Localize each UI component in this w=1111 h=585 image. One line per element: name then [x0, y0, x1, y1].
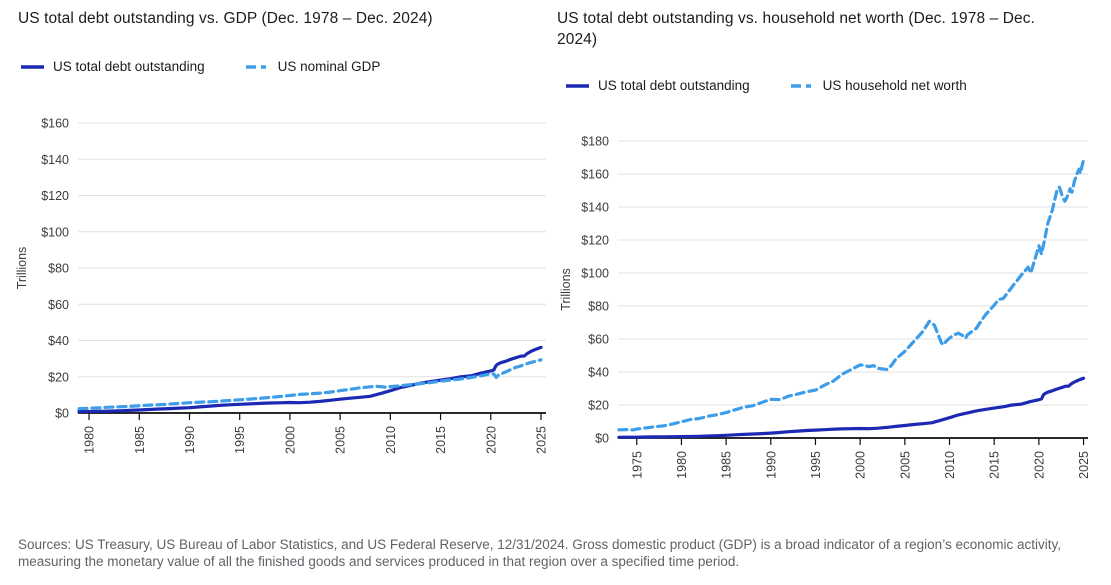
- legend: US total debt outstanding US household n…: [565, 78, 967, 93]
- chart-title: US total debt outstanding vs. household …: [557, 10, 1036, 48]
- x-tick-label: 2025: [1077, 451, 1091, 479]
- x-tick-label: 2010: [384, 426, 398, 454]
- x-tick-label: 1980: [83, 426, 97, 454]
- series-line-us-total-debt-outstanding: [617, 376, 1086, 439]
- y-tick-label: $100: [581, 267, 609, 281]
- legend: US total debt outstanding US nominal GDP: [20, 59, 380, 74]
- series-line-us-household-net-worth: [617, 158, 1086, 432]
- legend-item-total-debt: US total debt outstanding: [565, 78, 750, 93]
- x-tick-label: 1990: [183, 426, 197, 454]
- x-tick-label: 2015: [434, 426, 448, 454]
- x-tick-label: 2015: [988, 451, 1002, 479]
- x-tick-label: 2000: [283, 426, 297, 454]
- y-tick-label: $0: [595, 432, 609, 446]
- x-tick-label: 2000: [854, 451, 868, 479]
- chart-debt-vs-gdp: US total debt outstanding vs. GDP (Dec. …: [0, 0, 555, 454]
- chart-title: US total debt outstanding vs. GDP (Dec. …: [18, 10, 433, 27]
- y-tick-label: $100: [41, 225, 69, 239]
- x-tick-label: 1995: [233, 426, 247, 454]
- source-note: Sources: US Treasury, US Bureau of Labor…: [18, 537, 1061, 570]
- x-tick-label: 1985: [133, 426, 147, 454]
- y-tick-label: $160: [41, 117, 69, 131]
- x-tick-label: 2020: [484, 426, 498, 454]
- x-tick-label: 1980: [675, 451, 689, 479]
- solid-line-swatch-icon: [21, 64, 44, 69]
- y-tick-label: $140: [41, 153, 69, 167]
- legend-label: US nominal GDP: [277, 59, 381, 74]
- y-axis-title: Trillions: [559, 268, 573, 311]
- dashed-line-swatch-icon: [245, 64, 270, 69]
- legend-label: US household net worth: [822, 78, 967, 93]
- solid-line-swatch-icon: [566, 83, 589, 88]
- y-tick-label: $160: [581, 168, 609, 182]
- y-tick-label: $20: [48, 370, 69, 384]
- legend-item-total-debt: US total debt outstanding: [20, 59, 205, 74]
- series-line-us-nominal-gdp: [77, 358, 543, 411]
- legend-label: US total debt outstanding: [598, 78, 750, 93]
- debt-vs-networth-plot: $0 $20 $40 $60 $80 $100 $120 $140 $160 $180 1975 19…: [559, 135, 1091, 479]
- y-tick-label: $20: [588, 399, 609, 413]
- y-tick-label: $80: [588, 300, 609, 314]
- y-tick-label: $140: [581, 201, 609, 215]
- y-tick-label: $120: [581, 234, 609, 248]
- y-tick-label: $40: [48, 334, 69, 348]
- y-tick-label: $60: [588, 333, 609, 347]
- x-tick-label: 1975: [630, 451, 644, 479]
- chart-debt-vs-networth: US total debt outstanding vs. household …: [555, 0, 1111, 479]
- y-tick-label: $120: [41, 189, 69, 203]
- x-tick-label: 2020: [1032, 451, 1046, 479]
- legend-item-nominal-gdp: US nominal GDP: [245, 59, 381, 74]
- y-tick-label: $60: [48, 298, 69, 312]
- x-tick-label: 1990: [764, 451, 778, 479]
- legend-label: US total debt outstanding: [53, 59, 205, 74]
- x-tick-label: 2005: [334, 426, 348, 454]
- y-tick-label: $0: [55, 407, 69, 421]
- y-tick-label: $180: [581, 135, 609, 149]
- x-tick-label: 2005: [898, 451, 912, 479]
- y-tick-label: $80: [48, 262, 69, 276]
- debt-vs-gdp-plot: $0 $20 $40 $60 $80 $100 $120 $140 $160 1980 1985 19…: [15, 117, 548, 454]
- x-tick-label: 1985: [720, 451, 734, 479]
- series-line-us-total-debt-outstanding: [77, 345, 543, 414]
- dashed-line-swatch-icon: [790, 83, 815, 88]
- x-tick-label: 2010: [943, 451, 957, 479]
- y-tick-label: $40: [588, 366, 609, 380]
- legend-item-household-net-worth: US household net worth: [790, 78, 967, 93]
- x-tick-label: 1995: [809, 451, 823, 479]
- x-tick-label: 2025: [534, 426, 548, 454]
- y-axis-title: Trillions: [15, 247, 29, 290]
